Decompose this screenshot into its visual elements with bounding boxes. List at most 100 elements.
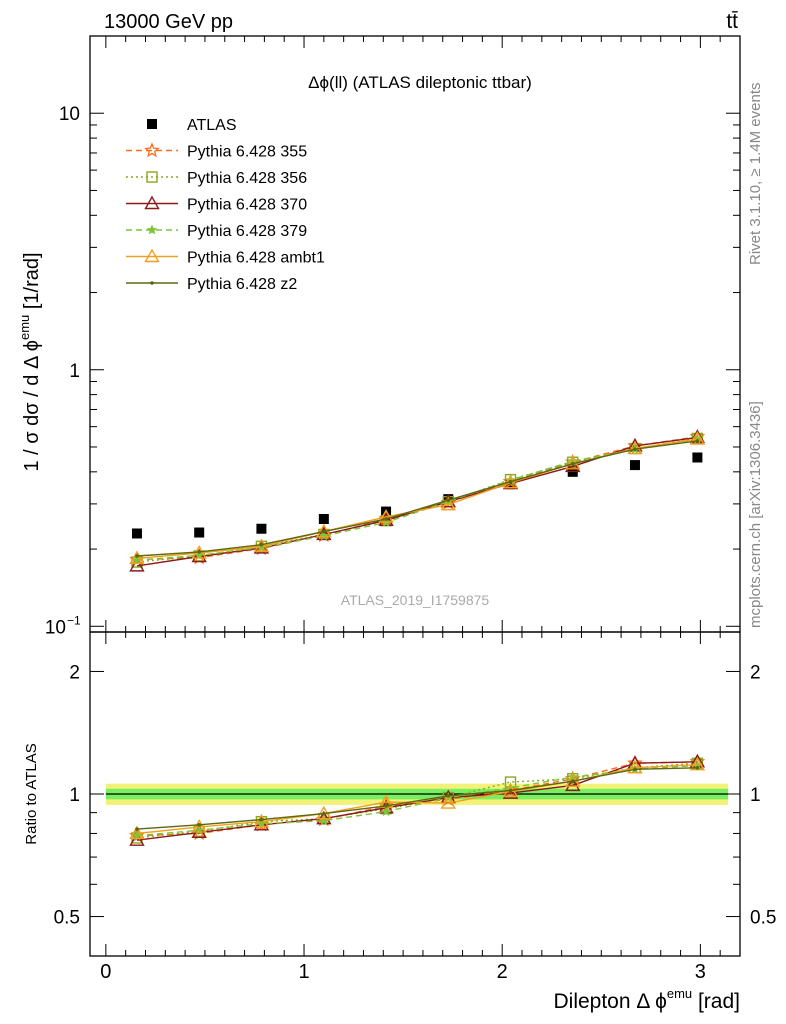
y-tick-label: 1 bbox=[69, 361, 80, 382]
ratio-panel: 0 1 2 3 2 2 1 1 0.5 0.5 bbox=[54, 631, 776, 983]
legend-label-ambt1: Pythia 6.428 ambt1 bbox=[187, 250, 325, 267]
data-point-ambt1 bbox=[440, 795, 456, 809]
data-point-z2 bbox=[322, 529, 326, 534]
data-point-p379 bbox=[131, 830, 143, 841]
data-point-p379 bbox=[318, 815, 330, 826]
series-line-ambt1 bbox=[136, 438, 698, 560]
series-line-p356 bbox=[136, 437, 698, 563]
data-point-p370 bbox=[191, 548, 207, 563]
data-point-ambt1 bbox=[689, 756, 706, 771]
data-point-atlas bbox=[692, 452, 703, 463]
rivet-label: Rivet 3.1.10, ≥ 1.4M events bbox=[747, 83, 764, 266]
legend-label-z2: Pythia 6.428 z2 bbox=[187, 276, 297, 293]
y-tick-label-right: 2 bbox=[750, 662, 761, 683]
data-point-atlas bbox=[318, 513, 329, 524]
series-line-z2 bbox=[136, 767, 698, 830]
data-point-atlas bbox=[629, 460, 640, 471]
data-point-p379 bbox=[256, 818, 267, 829]
data-point-z2 bbox=[633, 447, 637, 452]
legend-marker-p355 bbox=[144, 142, 160, 158]
legend-marker-p370 bbox=[144, 195, 160, 210]
ratio-y-axis-label: Ratio to ATLAS bbox=[23, 743, 40, 844]
data-point-atlas bbox=[256, 523, 267, 534]
data-point-p370 bbox=[316, 526, 332, 541]
data-point-z2 bbox=[384, 517, 388, 521]
data-point-z2 bbox=[197, 823, 201, 827]
data-point-ambt1 bbox=[129, 825, 145, 840]
legend-label-p379: Pythia 6.428 379 bbox=[187, 223, 307, 240]
data-point-z2 bbox=[570, 779, 575, 784]
data-point-z2 bbox=[446, 793, 451, 798]
data-point-p379 bbox=[131, 554, 143, 565]
header-left: 13000 GeV pp bbox=[104, 11, 233, 33]
y-tick-label-left: 2 bbox=[69, 662, 80, 683]
series-line-p379 bbox=[136, 438, 698, 561]
y-axis-label-unit: [1/rad] bbox=[21, 252, 43, 314]
y-tick-label: 10 bbox=[45, 617, 66, 638]
data-point-z2 bbox=[508, 479, 513, 484]
data-point-p379 bbox=[380, 806, 392, 817]
data-point-atlas bbox=[131, 528, 142, 539]
data-point-p370 bbox=[316, 810, 332, 825]
y-axis-label: 1 / σ dσ / d Δ ϕemu [1/rad] bbox=[17, 252, 43, 471]
data-point-p379 bbox=[318, 530, 330, 541]
data-point-ambt1 bbox=[627, 440, 643, 455]
data-point-z2 bbox=[508, 788, 513, 793]
data-point-ambt1 bbox=[689, 431, 706, 445]
data-point-p370 bbox=[565, 458, 581, 473]
series-line-p355 bbox=[136, 436, 698, 561]
y-tick-label-left: 1 bbox=[69, 785, 80, 806]
x-axis-label-main: Dilepton Δ ϕ bbox=[553, 990, 666, 1013]
y-axis-label-sup: emu bbox=[17, 315, 32, 340]
legend-label-p355: Pythia 6.428 355 bbox=[187, 144, 307, 161]
x-tick-label: 1 bbox=[298, 961, 309, 983]
series-line-p379 bbox=[136, 764, 698, 837]
legend-label-p370: Pythia 6.428 370 bbox=[187, 197, 307, 214]
data-point-z2 bbox=[695, 439, 700, 443]
x-tick-label: 2 bbox=[497, 961, 508, 983]
data-point-p370 bbox=[129, 557, 145, 572]
data-point-p370 bbox=[565, 777, 581, 792]
series-line-z2 bbox=[136, 440, 698, 557]
data-point-z2 bbox=[384, 804, 388, 808]
series-line-p370 bbox=[136, 436, 698, 567]
y-axis-label-main: 1 / σ dσ / d Δ ϕ bbox=[21, 340, 43, 472]
legend-marker-z2 bbox=[150, 281, 154, 285]
data-point-z2 bbox=[446, 498, 451, 503]
x-axis-label: Dilepton Δ ϕemu [rad] bbox=[553, 986, 740, 1013]
data-point-ambt1 bbox=[627, 759, 643, 774]
y-tick-label: 10 bbox=[59, 104, 80, 125]
legend-marker-p379 bbox=[146, 224, 158, 235]
y-tick-label-left: 0.5 bbox=[54, 908, 80, 929]
data-point-z2 bbox=[259, 817, 264, 822]
data-point-ambt1 bbox=[440, 496, 456, 511]
chart-title: Δϕ(ll) (ATLAS dileptonic ttbar) bbox=[308, 73, 532, 92]
legend-marker-atlas bbox=[147, 119, 157, 129]
series-line-ambt1 bbox=[136, 764, 698, 835]
x-tick-label: 0 bbox=[100, 961, 111, 983]
data-point-z2 bbox=[197, 550, 201, 554]
y-tick-exponent: −1 bbox=[67, 613, 81, 627]
x-tick-label: 3 bbox=[695, 961, 706, 983]
figure-texts: 13000 GeV pp tt̄ Δϕ(ll) (ATLAS dileptoni… bbox=[17, 10, 764, 1013]
data-point-z2 bbox=[135, 554, 139, 558]
data-point-ambt1 bbox=[502, 474, 519, 489]
data-point-ambt1 bbox=[129, 550, 145, 565]
data-point-ambt1 bbox=[253, 813, 270, 828]
y-tick-label-right: 0.5 bbox=[750, 908, 776, 929]
legend-label-atlas: ATLAS bbox=[187, 117, 237, 134]
data-point-p370 bbox=[129, 832, 145, 846]
x-axis-label-sup: emu bbox=[667, 986, 692, 1001]
data-point-atlas bbox=[194, 527, 205, 538]
y-tick-label-right: 1 bbox=[750, 785, 761, 806]
header-right: tt̄ bbox=[726, 10, 738, 33]
data-point-ambt1 bbox=[191, 819, 207, 833]
x-axis-label-unit: [rad] bbox=[692, 990, 740, 1013]
data-point-p379 bbox=[194, 549, 205, 560]
watermark: ATLAS_2019_I1759875 bbox=[341, 592, 490, 608]
data-point-ambt1 bbox=[378, 508, 394, 523]
legend-marker-ambt1 bbox=[144, 248, 160, 263]
data-point-z2 bbox=[135, 827, 139, 831]
